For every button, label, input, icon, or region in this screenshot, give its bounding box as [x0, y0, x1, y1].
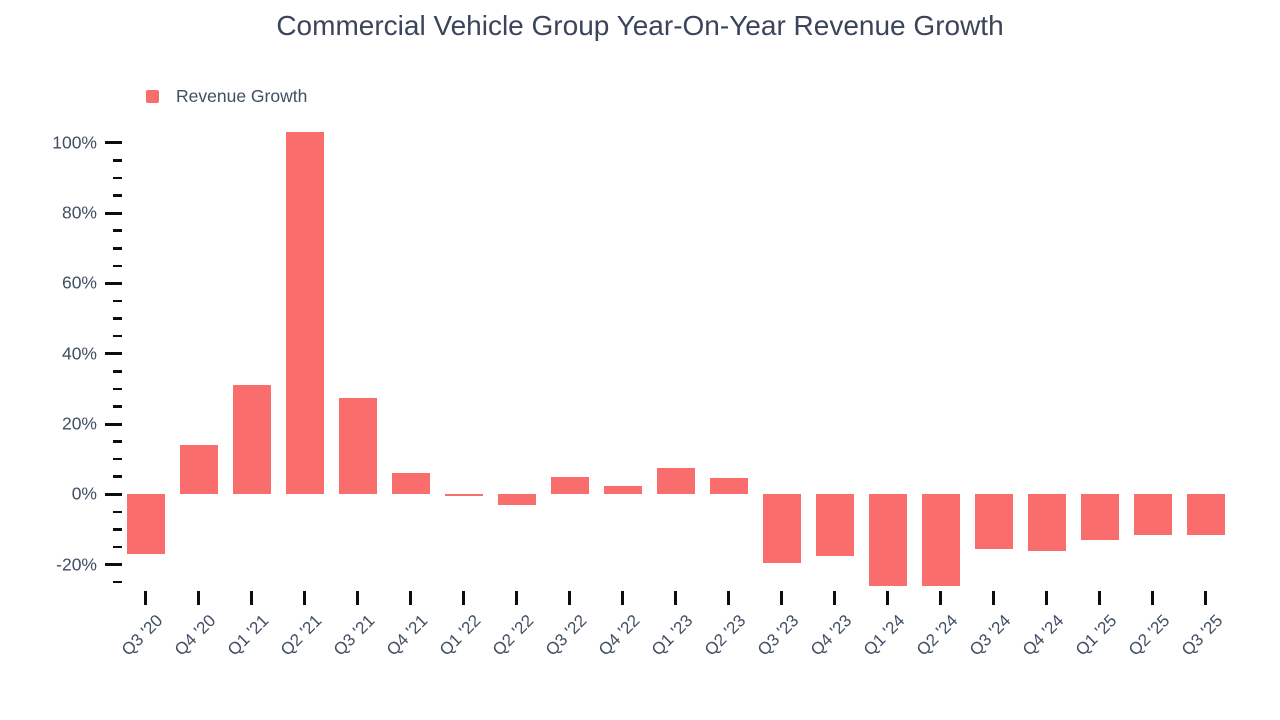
- x-axis-tick: [568, 591, 571, 605]
- bar-q3-24: [974, 494, 1013, 549]
- bar-q4-21: [391, 473, 430, 495]
- y-axis-tick-label: 20%: [61, 413, 97, 434]
- x-axis-tick: [621, 591, 624, 605]
- bar-q1-23: [656, 467, 695, 495]
- y-axis-minor-tick: [113, 159, 122, 162]
- y-axis-minor-tick: [113, 176, 122, 180]
- y-axis-minor-tick: [113, 510, 122, 514]
- bar-q3-25: [1186, 494, 1225, 535]
- y-axis-minor-tick: [113, 580, 122, 584]
- y-axis-tick-label: -20%: [56, 554, 97, 575]
- y-axis-minor-tick: [113, 545, 122, 549]
- y-axis-minor-tick: [113, 440, 122, 443]
- bar-q3-20: [126, 494, 165, 555]
- x-axis-tick: [886, 591, 889, 605]
- x-axis-tick: [1045, 591, 1048, 605]
- y-axis-major-tick: [105, 352, 122, 356]
- legend: Revenue Growth: [146, 86, 307, 107]
- y-axis-minor-tick: [113, 387, 122, 391]
- y-axis-tick-label: 60%: [61, 272, 97, 293]
- x-axis-tick: [409, 591, 412, 605]
- x-axis-tick: [462, 591, 465, 605]
- y-axis-minor-tick: [113, 457, 122, 461]
- y-axis-minor-tick: [113, 405, 122, 408]
- x-axis-tick: [780, 591, 783, 605]
- y-axis-minor-tick: [113, 334, 122, 338]
- bar-q3-21: [338, 397, 377, 495]
- x-axis-tick: [992, 591, 995, 605]
- bar-q4-24: [1027, 494, 1066, 551]
- bar-q2-23: [709, 478, 748, 495]
- y-axis-tick-label: 40%: [61, 343, 97, 364]
- x-axis-tick: [515, 591, 518, 605]
- y-axis-minor-tick: [113, 229, 122, 232]
- x-axis-tick: [1204, 591, 1207, 605]
- legend-swatch-icon: [146, 90, 159, 103]
- x-axis-tick: [727, 591, 730, 605]
- y-axis-minor-tick: [113, 369, 122, 373]
- y-axis-major-tick: [105, 211, 122, 215]
- y-axis-major-tick: [105, 281, 122, 285]
- y-axis-major-tick: [105, 422, 122, 426]
- bar-q2-22: [497, 494, 536, 505]
- y-axis-minor-tick: [113, 475, 122, 479]
- y-axis-minor-tick: [113, 528, 122, 531]
- bar-q2-25: [1133, 494, 1172, 535]
- y-axis-tick-label: 0%: [71, 483, 97, 504]
- bar-q3-23: [762, 494, 801, 563]
- x-axis-tick: [303, 591, 306, 605]
- y-axis-minor-tick: [113, 317, 122, 320]
- legend-label: Revenue Growth: [176, 86, 308, 106]
- x-axis-tick: [197, 591, 200, 605]
- bar-q1-24: [868, 494, 907, 586]
- y-axis-tick-label: 100%: [52, 132, 97, 153]
- y-axis-minor-tick: [113, 299, 122, 303]
- x-axis-tick: [1098, 591, 1101, 605]
- bar-q3-22: [550, 476, 589, 495]
- x-axis-tick: [144, 591, 147, 605]
- y-axis-minor-tick: [113, 264, 122, 268]
- y-axis-major-tick: [105, 563, 122, 567]
- y-axis-major-tick: [105, 141, 122, 145]
- y-axis-minor-tick: [113, 246, 122, 250]
- chart-title: Commercial Vehicle Group Year-On-Year Re…: [276, 10, 1004, 41]
- x-axis-tick: [356, 591, 359, 605]
- bar-q1-25: [1080, 494, 1119, 540]
- bar-q4-23: [815, 494, 854, 556]
- y-axis-major-tick: [105, 492, 122, 496]
- x-axis-tick: [833, 591, 836, 605]
- x-axis-tick: [250, 591, 253, 605]
- y-axis-minor-tick: [113, 194, 122, 197]
- bar-q1-22: [444, 494, 483, 497]
- bar-q2-24: [921, 494, 960, 586]
- bar-q2-21: [285, 132, 324, 495]
- bar-q1-21: [232, 385, 271, 495]
- x-axis-tick: [939, 591, 942, 605]
- y-axis-tick-label: 80%: [61, 202, 97, 223]
- bar-q4-20: [179, 445, 218, 495]
- bar-q4-22: [603, 486, 642, 495]
- x-axis-tick: [1151, 591, 1154, 605]
- x-axis-tick: [674, 591, 677, 605]
